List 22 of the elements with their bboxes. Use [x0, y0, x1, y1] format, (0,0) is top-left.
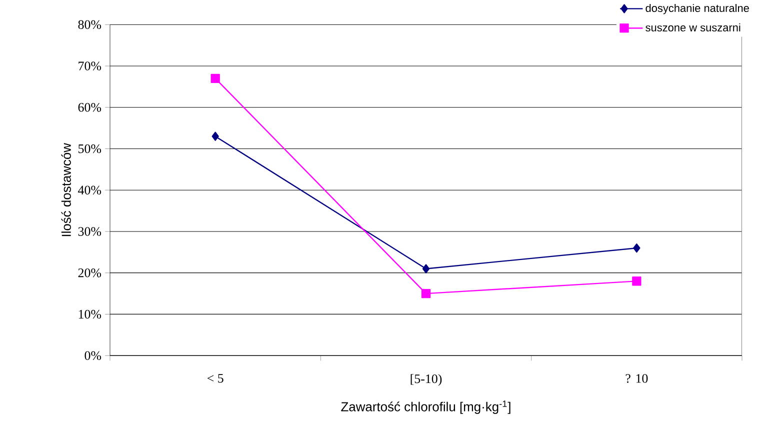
x-axis-title: Zawartość chlorofilu [mg·kg$^{-1}$]: [341, 400, 510, 414]
y-tick-label: 20%: [78, 268, 102, 278]
y-tick-label: 10%: [78, 310, 102, 319]
legend-label: dosychanie naturalne: [646, 4, 749, 14]
point: [632, 276, 642, 286]
y-tick-label: 80%: [78, 20, 102, 30]
point: [210, 74, 220, 84]
point: [421, 289, 431, 298]
y-axis-title: Ilość dostawców: [61, 143, 71, 236]
y-tick-label: 0%: [84, 351, 102, 360]
legend-label: suszone w suszarni: [646, 24, 740, 32]
point: [212, 132, 219, 142]
point: [633, 244, 640, 253]
y-tick-label: 40%: [78, 186, 102, 195]
y-tick-label: 70%: [78, 62, 102, 71]
y-tick-label: 30%: [78, 227, 102, 236]
y-tick-label: 50%: [78, 144, 102, 154]
y-tick-label: 60%: [78, 103, 102, 112]
x-tick-label: ? 10: [626, 374, 648, 384]
x-tick-label: [5-10): [410, 374, 442, 386]
point: [422, 264, 430, 274]
x-tick-label: < 5: [207, 374, 224, 383]
